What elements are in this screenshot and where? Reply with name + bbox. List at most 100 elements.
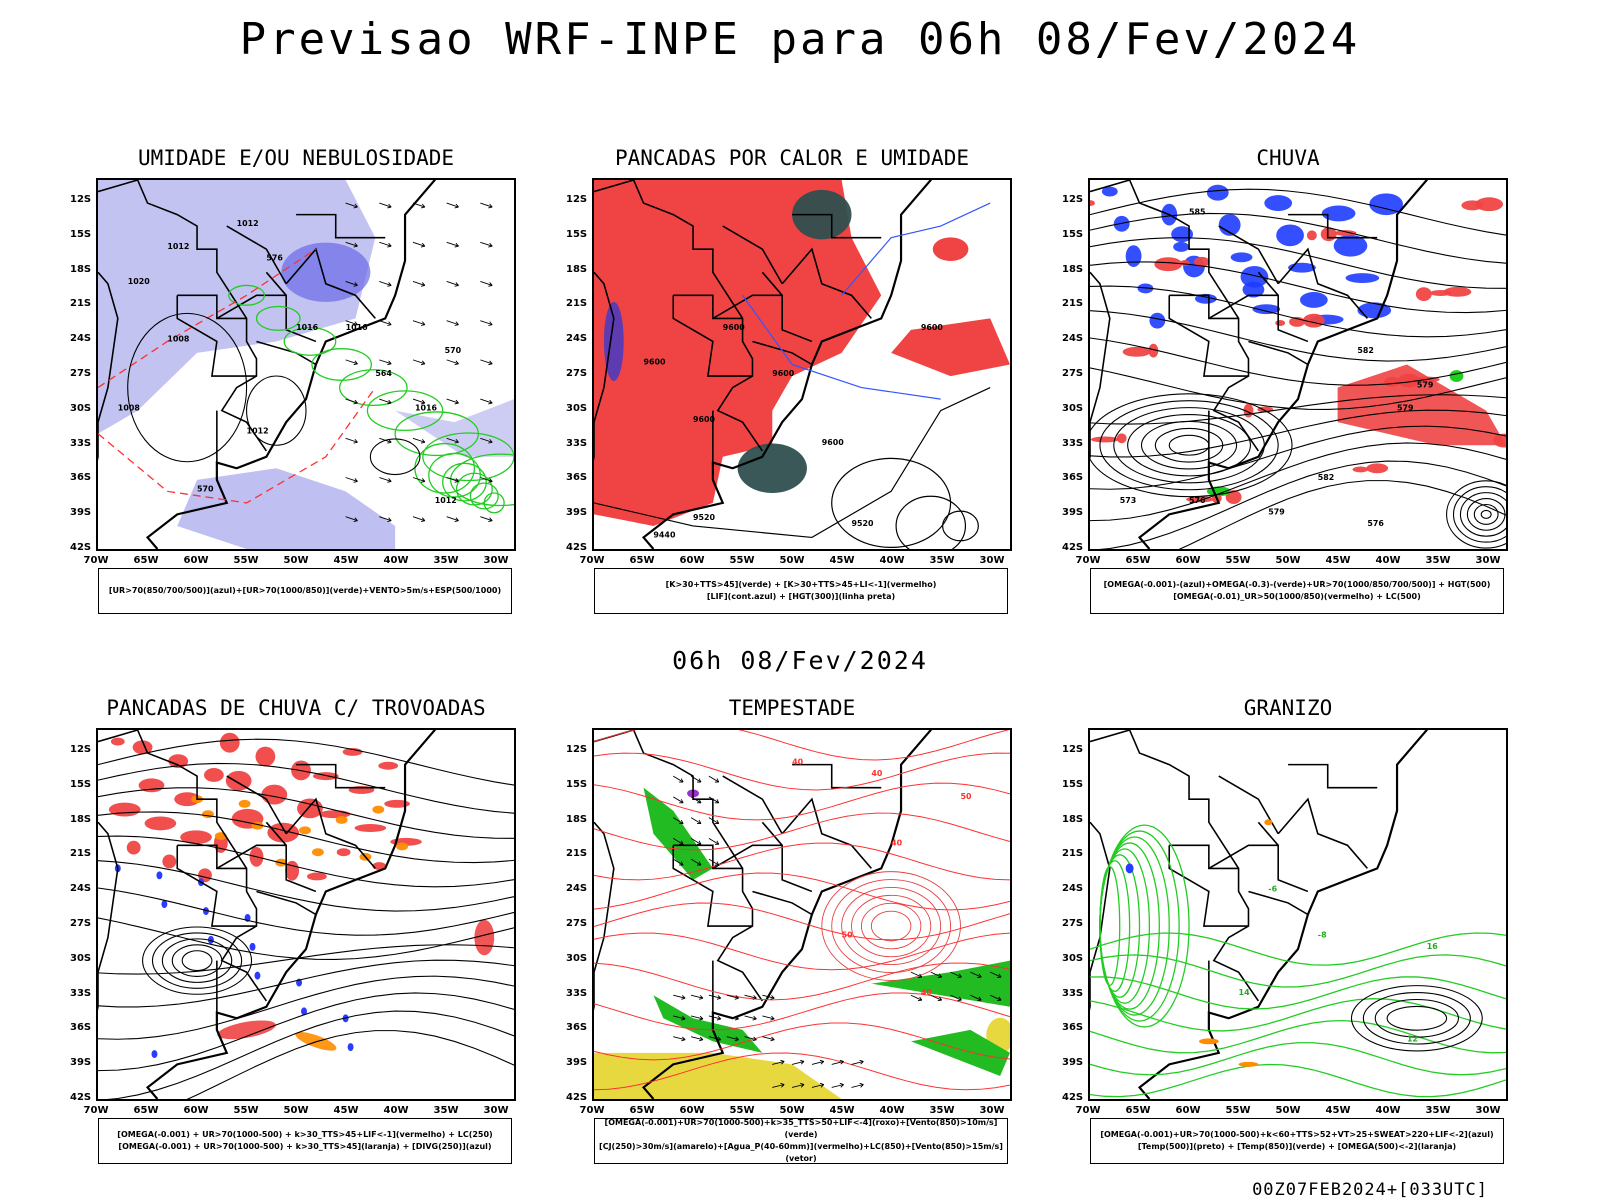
- lc250-streamline: [98, 944, 514, 975]
- humidity-core: [281, 242, 371, 302]
- wind-vector-850: [910, 971, 923, 978]
- wind-vector-850: [673, 858, 684, 866]
- contour-label: 1012: [167, 242, 189, 251]
- height-300-contour: [831, 457, 952, 548]
- red-thickness-line: [98, 248, 317, 389]
- red-storm-cell: [162, 854, 177, 869]
- lon-tick-label: 50W: [779, 1105, 805, 1116]
- lat-tick-label: 42S: [70, 1092, 92, 1103]
- green-wind-850: [653, 995, 763, 1053]
- country-border: [226, 775, 287, 835]
- lon-tick-label: 45W: [333, 555, 359, 566]
- lat-tick-label: 27S: [566, 918, 588, 929]
- panel-title: PANCADAS DE CHUVA C/ TROVOADAS: [106, 696, 486, 720]
- contour-label: 1020: [128, 277, 151, 286]
- andes-border: [98, 821, 119, 1011]
- hail-risk-cell: [1125, 863, 1134, 874]
- country-border: [712, 294, 783, 320]
- blue-rain-cell: [1101, 186, 1118, 197]
- geopotential-500-contour: [1466, 498, 1506, 531]
- lon-tick-label: 40W: [383, 1105, 409, 1116]
- red-rain-cell: [1148, 343, 1159, 358]
- orange-storm-cell: [311, 848, 324, 857]
- wind-vector: [446, 202, 459, 209]
- blue-rain-cell: [1333, 234, 1368, 257]
- geopotential-500-contour: [1446, 480, 1506, 549]
- map-canvas: [98, 730, 514, 1099]
- contour-label: 9440: [653, 530, 676, 539]
- lc500-streamline: [1090, 188, 1506, 236]
- jet-250-area: [594, 1052, 842, 1099]
- wind-vector-850: [851, 1059, 864, 1065]
- panel-tempestade: TEMPESTADE 40 40 50 40 40 50 12S 15S 18S 21S 24S 27S…: [552, 696, 1032, 1176]
- red-rain-band: [1337, 364, 1506, 446]
- map-frame: 9600 9600 9600 9600 9520 9520 9440 9600 9600: [592, 178, 1012, 551]
- panel-legend: [UR>70(850/700/500)](azul)+[UR>70(1000/8…: [98, 568, 512, 614]
- country-border: [1169, 844, 1239, 870]
- lat-tick-label: 12S: [1062, 194, 1084, 205]
- wind-vector-850: [726, 994, 739, 1000]
- lat-tick-label: 18S: [70, 263, 92, 275]
- contour-label: 1008: [167, 334, 190, 343]
- red-rain-cell: [1334, 230, 1357, 237]
- wind-vector: [379, 241, 392, 248]
- panel-legend: [K>30+TTS>45](verde) + [K>30+TTS>45+LI<-…: [594, 568, 1008, 614]
- wind-vector: [480, 202, 493, 209]
- lat-tick-label: 39S: [70, 1057, 92, 1069]
- wind-vector-850: [772, 1059, 785, 1065]
- wind-vector-850: [690, 775, 702, 783]
- temp850-contour: [1099, 824, 1190, 1028]
- lat-tick-label: 30S: [70, 402, 92, 414]
- contour-label: 1012: [435, 496, 457, 505]
- lat-tick-label: 21S: [70, 298, 92, 310]
- lon-tick-label: 55W: [233, 555, 259, 566]
- country-border: [1288, 763, 1378, 789]
- geopotential-500-contour: [1480, 509, 1492, 519]
- lat-tick-label: 33S: [566, 987, 588, 999]
- red-storm-cell: [110, 737, 125, 746]
- blue-rain-cell: [1369, 193, 1403, 216]
- lat-tick-label: 21S: [70, 848, 92, 860]
- country-border: [722, 225, 783, 285]
- lat-tick-label: 39S: [70, 507, 92, 519]
- blue-rain-cell: [1357, 302, 1392, 319]
- panel-title: TEMPESTADE: [728, 696, 856, 720]
- wind-vector-850: [744, 1036, 757, 1042]
- wind-vector: [480, 398, 493, 405]
- lat-tick-label: 27S: [1062, 918, 1084, 929]
- lon-tick-label: 30W: [483, 1105, 509, 1116]
- wind-vector-850: [690, 838, 702, 845]
- wind-vector: [480, 477, 493, 483]
- orange-storm-cell: [335, 815, 348, 824]
- lc250-streamline: [98, 887, 514, 936]
- lat-tick-label: 33S: [566, 437, 588, 449]
- wind-vector: [480, 241, 493, 248]
- green-wind-850: [643, 787, 713, 880]
- lat-tick-label: 30S: [70, 952, 92, 964]
- country-border: [1090, 180, 1260, 452]
- lon-tick-label: 35W: [929, 555, 955, 566]
- wind-vector-850: [772, 1082, 785, 1088]
- legend-line: [OMEGA(-0.001) + UR>70(1000-500) + k>30_…: [118, 1142, 492, 1151]
- lat-tick-label: 27S: [1062, 368, 1084, 379]
- temp500-contour: [1362, 992, 1471, 1045]
- lon-tick-label: 55W: [729, 555, 755, 566]
- contour-label: 16: [1427, 942, 1439, 951]
- geopotential-500-contour: [1099, 400, 1279, 491]
- lat-tick-label: 36S: [566, 472, 588, 484]
- country-border: [1208, 294, 1279, 320]
- temp850-contour: [1090, 932, 1506, 966]
- red-storm-cell: [217, 1020, 276, 1040]
- lc500-streamline: [1090, 394, 1506, 425]
- lon-tick-label: 70W: [579, 555, 605, 566]
- country-border: [216, 844, 287, 870]
- legend-line: [K>30+TTS>45](verde) + [K>30+TTS>45+LI<-…: [665, 580, 937, 589]
- country-border: [1090, 730, 1260, 1002]
- wind-vector: [379, 281, 392, 287]
- red-rain-cell: [1443, 286, 1472, 297]
- lat-tick-label: 18S: [566, 813, 588, 825]
- wind-vector-850: [744, 994, 757, 1000]
- lon-tick-label: 65W: [629, 1105, 655, 1116]
- precipitable-water-contour: [594, 842, 1010, 881]
- precipitable-water-contour: [594, 992, 1010, 1031]
